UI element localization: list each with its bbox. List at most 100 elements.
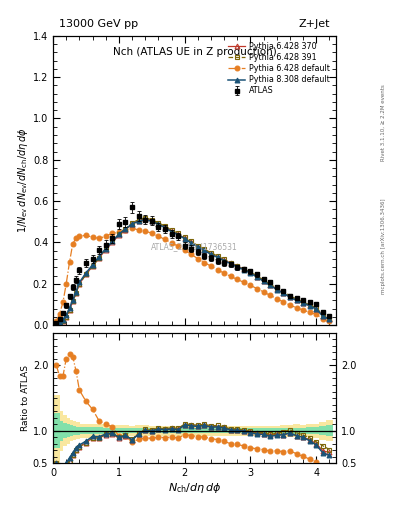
- Pythia 8.308 default: [222, 258, 226, 264]
- Pythia 8.308 default: [90, 262, 95, 268]
- Text: Rivet 3.1.10, ≥ 2.2M events: Rivet 3.1.10, ≥ 2.2M events: [381, 84, 386, 161]
- Pythia 6.428 391: [235, 263, 240, 269]
- Pythia 6.428 default: [261, 289, 266, 295]
- Pythia 8.308 default: [307, 303, 312, 309]
- Pythia 6.428 370: [123, 227, 128, 233]
- Pythia 8.308 default: [163, 225, 167, 231]
- Pythia 6.428 370: [274, 286, 279, 292]
- Pythia 6.428 default: [97, 236, 101, 242]
- Pythia 6.428 391: [67, 307, 72, 313]
- Pythia 8.308 default: [74, 289, 79, 295]
- Pythia 6.428 370: [307, 303, 312, 309]
- Pythia 6.428 370: [64, 314, 68, 320]
- Pythia 6.428 391: [301, 299, 305, 305]
- Pythia 6.428 391: [169, 227, 174, 233]
- Pythia 6.428 default: [182, 247, 187, 253]
- Pythia 8.308 default: [123, 226, 128, 232]
- Pythia 6.428 391: [209, 250, 213, 256]
- Pythia 8.308 default: [255, 274, 259, 280]
- Pythia 8.308 default: [182, 236, 187, 242]
- Pythia 8.308 default: [215, 254, 220, 261]
- Pythia 6.428 391: [103, 246, 108, 252]
- Pythia 6.428 default: [255, 286, 259, 292]
- Pythia 6.428 370: [176, 231, 180, 237]
- Pythia 6.428 391: [136, 217, 141, 223]
- Pythia 8.308 default: [242, 267, 246, 273]
- Pythia 6.428 370: [281, 290, 286, 296]
- Line: Pythia 6.428 391: Pythia 6.428 391: [54, 215, 332, 327]
- Pythia 6.428 370: [268, 282, 273, 288]
- Pythia 6.428 391: [327, 315, 332, 322]
- Pythia 8.308 default: [64, 312, 68, 318]
- Pythia 8.308 default: [321, 313, 325, 319]
- Pythia 6.428 391: [182, 234, 187, 240]
- Pythia 8.308 default: [116, 231, 121, 237]
- Pythia 8.308 default: [195, 244, 200, 250]
- Pythia 6.428 370: [189, 240, 194, 246]
- Pythia 6.428 default: [321, 316, 325, 322]
- Pythia 6.428 370: [235, 263, 240, 269]
- Pythia 6.428 default: [307, 309, 312, 315]
- Pythia 6.428 370: [294, 297, 299, 304]
- Text: ATLAS_2019_I1736531: ATLAS_2019_I1736531: [151, 243, 238, 251]
- Pythia 6.428 default: [70, 241, 75, 247]
- Pythia 8.308 default: [130, 221, 134, 227]
- Pythia 8.308 default: [67, 305, 72, 311]
- Pythia 6.428 default: [130, 225, 134, 231]
- Pythia 8.308 default: [61, 317, 65, 323]
- Pythia 6.428 370: [163, 224, 167, 230]
- Pythia 6.428 default: [64, 281, 68, 287]
- Pythia 6.428 default: [281, 299, 286, 305]
- Pythia 6.428 370: [327, 316, 332, 322]
- Pythia 8.308 default: [268, 283, 273, 289]
- Pythia 8.308 default: [209, 251, 213, 258]
- Line: Pythia 6.428 default: Pythia 6.428 default: [54, 226, 332, 324]
- Pythia 6.428 default: [274, 295, 279, 302]
- Pythia 8.308 default: [136, 218, 141, 224]
- Pythia 6.428 default: [110, 230, 115, 236]
- Pythia 6.428 391: [90, 263, 95, 269]
- Text: Nch (ATLAS UE in Z production): Nch (ATLAS UE in Z production): [113, 48, 276, 57]
- Pythia 8.308 default: [288, 294, 292, 301]
- Pythia 6.428 391: [248, 269, 253, 275]
- Line: Pythia 8.308 default: Pythia 8.308 default: [54, 217, 332, 327]
- Pythia 6.428 default: [169, 240, 174, 246]
- Pythia 6.428 default: [163, 237, 167, 243]
- Pythia 6.428 370: [97, 255, 101, 261]
- Pythia 8.308 default: [169, 229, 174, 235]
- Pythia 6.428 default: [268, 292, 273, 298]
- Pythia 6.428 370: [261, 278, 266, 284]
- Pythia 8.308 default: [84, 270, 88, 276]
- Pythia 8.308 default: [103, 246, 108, 252]
- Pythia 6.428 391: [321, 312, 325, 318]
- Pythia 6.428 391: [143, 215, 147, 221]
- Pythia 6.428 default: [222, 270, 226, 276]
- Pythia 6.428 391: [176, 230, 180, 236]
- Pythia 6.428 391: [64, 314, 68, 320]
- Pythia 8.308 default: [301, 300, 305, 306]
- Pythia 6.428 default: [209, 263, 213, 269]
- Legend: Pythia 6.428 370, Pythia 6.428 391, Pythia 6.428 default, Pythia 8.308 default, : Pythia 6.428 370, Pythia 6.428 391, Pyth…: [225, 40, 332, 98]
- Pythia 6.428 391: [70, 298, 75, 305]
- Pythia 6.428 391: [130, 220, 134, 226]
- Pythia 8.308 default: [189, 240, 194, 246]
- Pythia 8.308 default: [54, 321, 59, 327]
- Pythia 6.428 370: [228, 260, 233, 266]
- Pythia 6.428 370: [195, 244, 200, 250]
- Pythia 6.428 default: [123, 227, 128, 233]
- Pythia 8.308 default: [327, 316, 332, 323]
- Pythia 6.428 391: [274, 285, 279, 291]
- Pythia 6.428 391: [57, 320, 62, 326]
- Pythia 6.428 370: [215, 254, 220, 260]
- Pythia 6.428 370: [116, 232, 121, 238]
- Pythia 6.428 391: [123, 226, 128, 232]
- Pythia 6.428 370: [182, 236, 187, 242]
- Pythia 6.428 default: [215, 267, 220, 273]
- Pythia 6.428 391: [242, 266, 246, 272]
- Pythia 6.428 370: [143, 216, 147, 222]
- Pythia 6.428 370: [70, 298, 75, 305]
- Pythia 6.428 391: [261, 277, 266, 283]
- Text: mcplots.cern.ch [arXiv:1306.3436]: mcplots.cern.ch [arXiv:1306.3436]: [381, 198, 386, 293]
- Pythia 6.428 default: [84, 232, 88, 238]
- Line: Pythia 6.428 370: Pythia 6.428 370: [54, 216, 332, 327]
